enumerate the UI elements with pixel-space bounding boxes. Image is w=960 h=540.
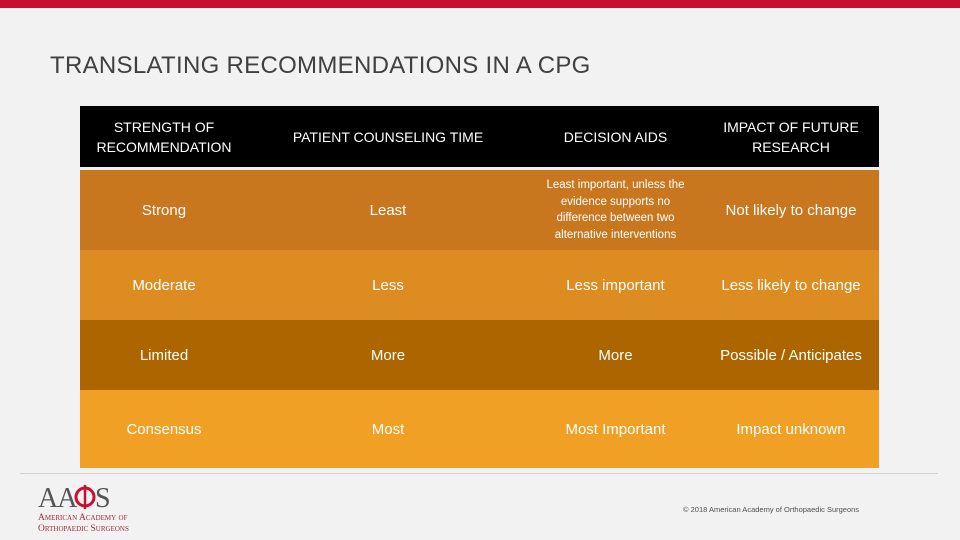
table-row-consensus: Consensus Most Most Important Impact unk… [80, 390, 879, 468]
table-cell: Moderate [132, 276, 196, 294]
table-row-limited: Limited More More Possible / Anticipates [80, 320, 879, 390]
table-cell: Consensus [126, 420, 202, 438]
table-cell: Less [372, 276, 404, 294]
table-cell: Possible / Anticipates [720, 346, 862, 364]
copyright-text: © 2018 American Academy of Orthopaedic S… [683, 505, 860, 514]
recommendations-table: STRENGTH OF RECOMMENDATION PATIENT COUNS… [80, 106, 879, 468]
table-cell: Most [371, 420, 405, 438]
table-row-moderate: Moderate Less Less important Less likely… [80, 250, 879, 320]
table-row-strong: Strong Least Least important, unless the… [80, 170, 879, 250]
table-cell: Limited [139, 346, 189, 364]
logo-org-name: American Academy of Orthopaedic Surgeons [38, 513, 129, 535]
aaos-logo: AA S American Academy of Orthopaedic Sur… [36, 482, 166, 535]
logo-line-1: American Academy of [38, 513, 128, 523]
table-cell: Strong [141, 201, 187, 219]
logo-line-2: Orthopaedic Surgeons [38, 524, 129, 534]
table-cell: Less likely to change [721, 276, 861, 294]
footer-divider [20, 473, 938, 474]
table-cell: Less important [566, 276, 665, 294]
table-cell: Not likely to change [725, 201, 857, 219]
header-future-research: IMPACT OF FUTURE RESEARCH [723, 118, 859, 155]
table-cell: More [598, 346, 633, 364]
table-cell: Least important, unless the evidence sup… [546, 179, 685, 241]
header-counseling-time: PATIENT COUNSELING TIME [292, 128, 484, 145]
top-accent-bar [0, 0, 960, 8]
header-strength: STRENGTH OF RECOMMENDATION [96, 118, 232, 155]
table-cell: Most Important [565, 420, 666, 438]
table-cell: Least [369, 201, 407, 219]
table-header-row: STRENGTH OF RECOMMENDATION PATIENT COUNS… [80, 106, 879, 167]
header-decision-aids: DECISION AIDS [563, 128, 668, 145]
svg-text:S: S [95, 483, 111, 512]
aaos-wordmark-icon: AA S [38, 483, 111, 512]
slide-title: TRANSLATING RECOMMENDATIONS IN A CPG [50, 52, 591, 79]
svg-text:AA: AA [38, 483, 78, 512]
table-cell: More [370, 346, 406, 364]
table-cell: Impact unknown [736, 420, 846, 438]
